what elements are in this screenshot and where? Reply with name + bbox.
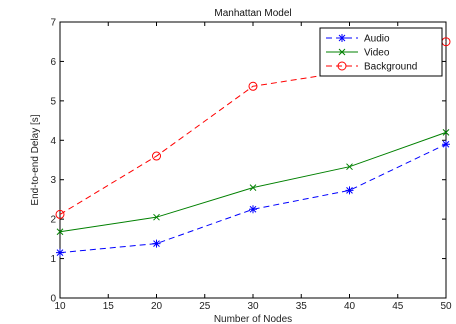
star-marker (338, 34, 346, 42)
y-tick-label: 1 (50, 254, 56, 265)
y-tick-label: 4 (50, 136, 56, 147)
x-marker (346, 163, 353, 171)
star-marker (442, 140, 450, 149)
x-marker (153, 213, 160, 221)
legend-label: Audio (364, 34, 390, 45)
chart-title: Manhattan Model (214, 8, 291, 19)
star-marker (345, 186, 354, 195)
star-marker (56, 248, 64, 257)
x-tick-label: 30 (247, 301, 259, 312)
x-marker (442, 129, 450, 136)
y-tick-label: 0 (50, 294, 56, 305)
star-marker (249, 205, 257, 214)
circle-marker (152, 151, 161, 161)
x-tick-label: 20 (151, 301, 163, 312)
series-line-audio (59, 143, 447, 254)
circle-marker (248, 81, 258, 91)
series-audio (56, 140, 450, 257)
x-marker (56, 228, 64, 236)
x-marker (338, 48, 346, 56)
y-tick-label: 2 (50, 215, 56, 226)
x-tick-label: 40 (344, 301, 356, 312)
circle-marker (55, 209, 65, 219)
x-tick-label: 10 (54, 301, 66, 312)
x-marker (249, 184, 257, 191)
circle-marker (337, 61, 347, 71)
y-tick-label: 5 (50, 96, 56, 107)
legend-label: Video (364, 48, 390, 59)
star-marker (152, 239, 161, 248)
x-tick-label: 50 (440, 301, 452, 312)
series-video (56, 129, 450, 236)
x-tick-label: 45 (392, 301, 404, 312)
x-tick-label: 25 (199, 301, 211, 312)
x-tick-label: 35 (296, 301, 308, 312)
legend: Audio Video Background (319, 27, 443, 77)
y-tick-label: 7 (50, 18, 56, 29)
y-tick-label: 6 (50, 57, 56, 68)
y-axis-label: End-to-end Delay [s] (30, 114, 41, 205)
y-tick-label: 3 (50, 175, 56, 186)
x-tick-label: 15 (103, 301, 115, 312)
legend-label: Background (364, 62, 417, 73)
x-axis-label: Number of Nodes (214, 314, 292, 324)
